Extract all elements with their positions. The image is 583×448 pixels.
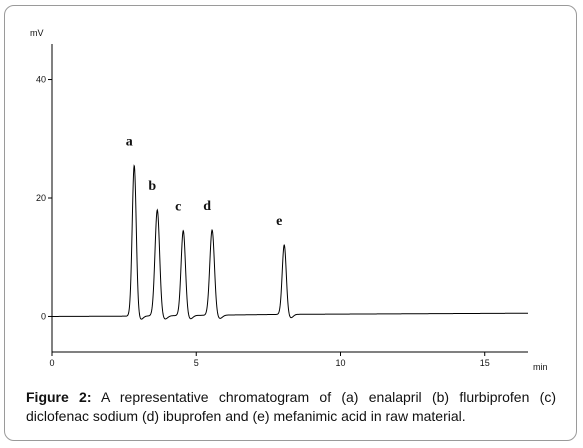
y-axis-unit: mV [30,28,44,38]
figure-label: Figure 2: [26,389,92,405]
x-tick-label: 10 [335,358,345,368]
caption-text: A representative chromatogram of (a) ena… [26,389,556,424]
signal-trace [52,164,529,320]
x-tick-label: 5 [194,358,199,368]
figure-frame [4,5,577,441]
peak-label-e: e [276,214,282,229]
y-tick-label: 20 [36,193,46,203]
chromatogram-chart: 0 20 40 0 5 10 15 mV min a b c d e [30,28,548,372]
figure-caption: Figure 2: A representative chromatogram … [26,388,556,426]
peak-label-b: b [148,179,156,194]
x-tick-label: 15 [480,358,490,368]
peak-label-d: d [203,199,211,214]
peak-labels: a b c d e [126,134,283,228]
y-tick-label: 40 [36,75,46,85]
x-tick-label: 0 [49,358,54,368]
y-tick-label: 0 [41,311,46,321]
peak-label-a: a [126,134,133,149]
peak-label-c: c [175,200,181,215]
chart-axes: 0 20 40 0 5 10 15 mV min [30,28,548,372]
x-axis-unit: min [533,362,548,372]
